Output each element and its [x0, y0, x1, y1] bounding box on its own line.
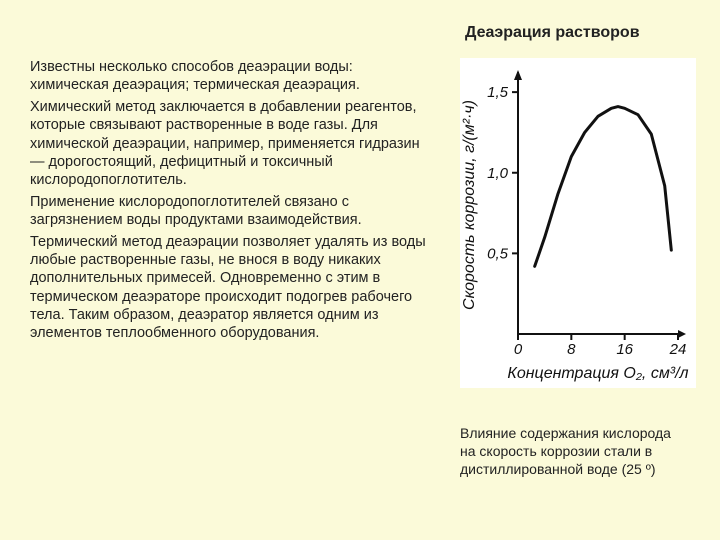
- paragraph-2: Химический метод заключается в добавлени…: [30, 98, 430, 189]
- svg-text:Концентрация O₂, см³/л: Концентрация O₂, см³/л: [507, 365, 688, 382]
- page-title: Деаэрация растворов: [465, 24, 640, 42]
- corrosion-rate-chart: 0 8 16 24 0,5 1,0 1,5 Концентрация O₂, см³/л Ско…: [460, 58, 696, 388]
- svg-text:1,5: 1,5: [487, 84, 509, 101]
- svg-text:0: 0: [514, 341, 523, 358]
- svg-text:16: 16: [616, 341, 633, 358]
- body-text-column: Известны несколько способов деаэрации во…: [30, 58, 430, 346]
- svg-text:Скорость коррозии, г/(м²·ч): Скорость коррозии, г/(м²·ч): [461, 100, 478, 310]
- svg-text:1,0: 1,0: [487, 165, 509, 182]
- chart-svg: 0 8 16 24 0,5 1,0 1,5 Концентрация O₂, см³/л Ско…: [460, 58, 696, 388]
- svg-text:8: 8: [567, 341, 576, 358]
- paragraph-3: Применение кислородопоглотителей связано…: [30, 193, 430, 229]
- svg-text:0,5: 0,5: [487, 245, 509, 262]
- paragraph-4: Термический метод деаэрации позволяет уд…: [30, 233, 430, 342]
- paragraph-1: Известны несколько способов деаэрации во…: [30, 58, 430, 94]
- figure-caption: Влияние содержания кислорода на скорость…: [460, 424, 680, 479]
- figure-column: 0 8 16 24 0,5 1,0 1,5 Концентрация O₂, см³/л Ско…: [460, 58, 696, 479]
- svg-text:24: 24: [669, 341, 687, 358]
- slide-page: Деаэрация растворов Известны несколько с…: [0, 0, 720, 540]
